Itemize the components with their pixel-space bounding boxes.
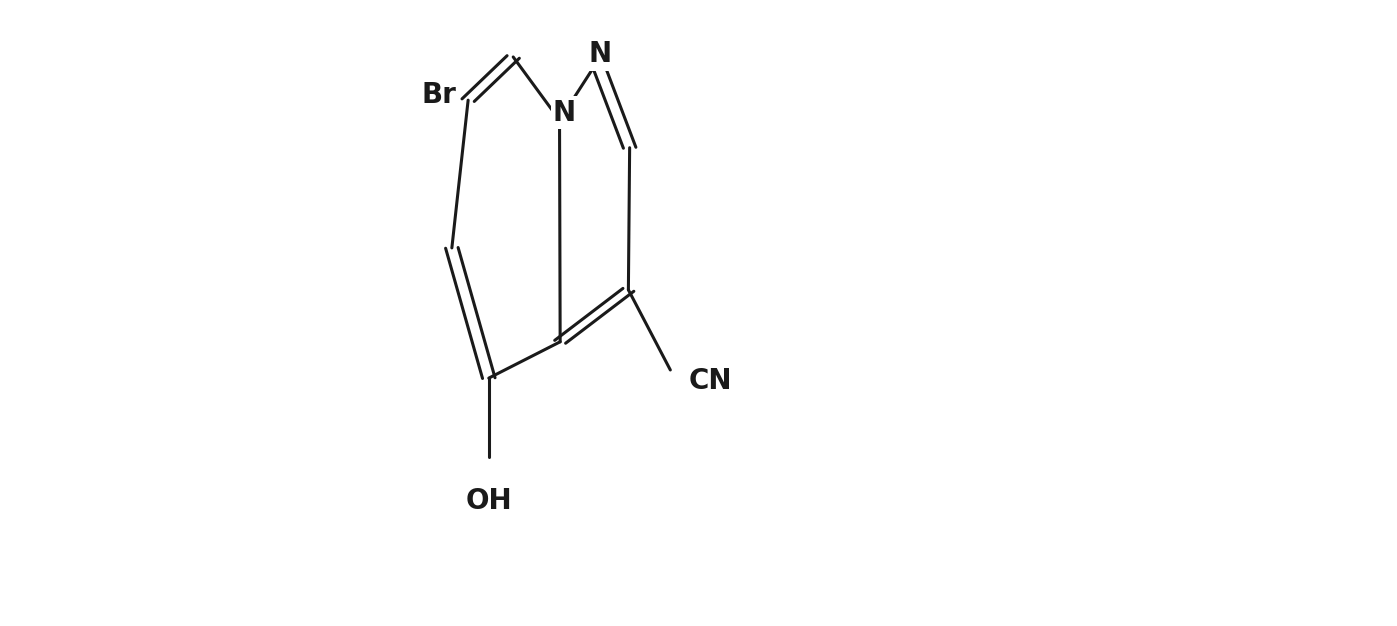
Text: Br: Br bbox=[422, 81, 457, 109]
Text: N: N bbox=[553, 99, 576, 126]
Text: OH: OH bbox=[465, 487, 513, 515]
Text: N: N bbox=[588, 41, 612, 68]
Text: CN: CN bbox=[689, 367, 732, 395]
